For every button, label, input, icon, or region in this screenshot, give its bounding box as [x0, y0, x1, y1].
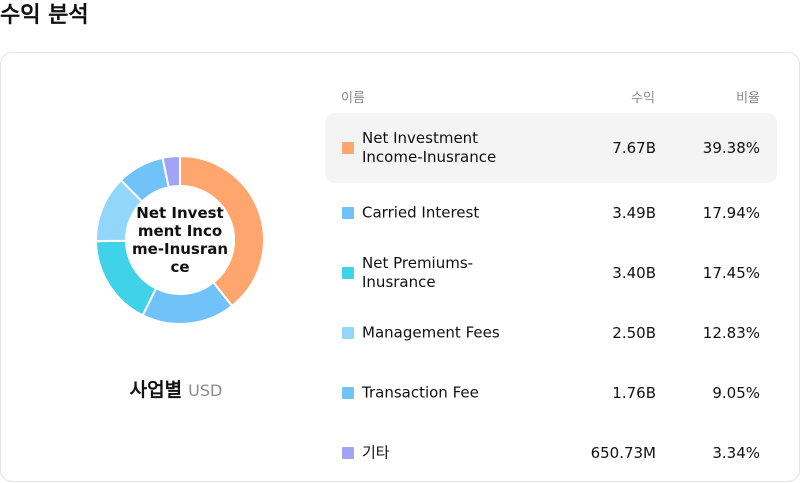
revenue-analysis-card: Net Investment Income-Inusrance 사업별 USD 이…: [0, 52, 800, 482]
segment-row[interactable]: Carried Interest 3.49B 17.94%: [325, 183, 777, 243]
segment-revenue: 2.50B: [612, 324, 656, 342]
segment-row[interactable]: 기타 650.73M 3.34%: [325, 423, 777, 483]
segment-name: 기타: [362, 443, 390, 462]
legend-swatch: [342, 447, 354, 459]
header-revenue: 수익: [631, 91, 655, 106]
segment-revenue: 650.73M: [590, 444, 656, 462]
segment-revenue: 1.76B: [612, 384, 656, 402]
segment-row[interactable]: Net Premiums-Inusrance 3.40B 17.45%: [325, 243, 777, 303]
chart-caption: 사업별 USD: [1, 375, 351, 402]
segment-row[interactable]: Transaction Fee 1.76B 9.05%: [325, 363, 777, 423]
segment-revenue: 7.67B: [612, 139, 656, 157]
segment-revenue: 3.40B: [612, 264, 656, 282]
donut-chart-svg: [94, 154, 265, 325]
donut-center: Net Investment Income-Inusrance: [94, 154, 266, 326]
segment-ratio: 3.34%: [712, 444, 760, 462]
table-header: 이름 수익 비율: [341, 87, 761, 107]
segment-name: Net Investment Income-Inusrance: [362, 129, 497, 166]
legend-swatch: [342, 267, 354, 279]
donut-center-label: Net Investment Income-Inusrance: [131, 204, 229, 276]
segment-ratio: 12.83%: [702, 324, 760, 342]
segment-row[interactable]: Management Fees 2.50B 12.83%: [325, 303, 777, 363]
segment-revenue: 3.49B: [612, 204, 656, 222]
segment-ratio: 39.38%: [702, 139, 760, 157]
chart-caption-unit: USD: [188, 381, 223, 400]
donut-slice[interactable]: [179, 154, 265, 308]
segment-name: Transaction Fee: [362, 383, 479, 402]
chart-caption-title: 사업별: [129, 379, 183, 401]
legend-swatch: [342, 207, 354, 219]
header-ratio: 비율: [736, 91, 760, 106]
donut-chart: Net Investment Income-Inusrance: [94, 154, 266, 326]
segment-list: Net Investment Income-Inusrance 7.67B 39…: [325, 113, 777, 483]
legend-swatch: [342, 142, 354, 154]
segment-name: Management Fees: [362, 323, 500, 342]
legend-swatch: [342, 327, 354, 339]
segment-name: Net Premiums-Inusrance: [362, 254, 474, 291]
donut-slice[interactable]: [161, 154, 181, 189]
segment-ratio: 9.05%: [712, 384, 760, 402]
segment-name: Carried Interest: [362, 203, 480, 222]
segment-row[interactable]: Net Investment Income-Inusrance 7.67B 39…: [325, 113, 777, 183]
page-title: 수익 분석: [0, 3, 89, 28]
segment-ratio: 17.45%: [702, 264, 760, 282]
header-name: 이름: [341, 91, 365, 106]
segment-ratio: 17.94%: [702, 204, 760, 222]
legend-swatch: [342, 387, 354, 399]
